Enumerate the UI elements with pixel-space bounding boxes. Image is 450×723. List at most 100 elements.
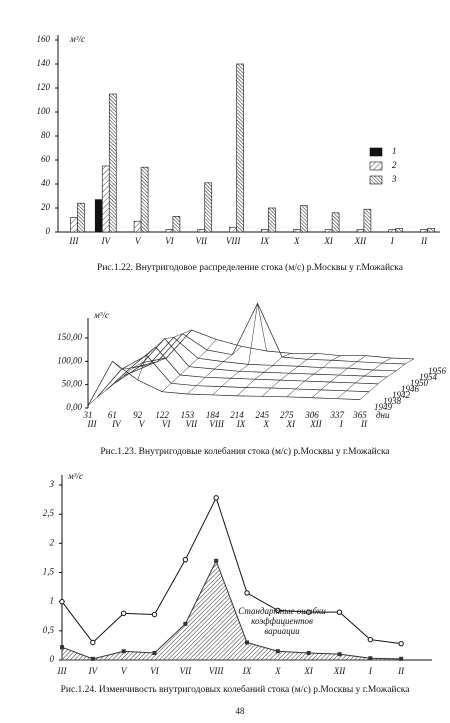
legend-swatch xyxy=(369,175,383,185)
x-tick-label: 31 xyxy=(83,410,93,420)
legend-label: 2 xyxy=(392,160,397,170)
bar xyxy=(165,229,174,233)
month-label: XII xyxy=(309,419,322,429)
x-tick-label: 153 xyxy=(181,410,195,420)
annotation: Стандартные ошибки xyxy=(238,606,326,616)
surface-cross xyxy=(337,357,392,399)
bar xyxy=(101,165,110,233)
legend-swatch xyxy=(369,161,383,171)
x-tick-label: X xyxy=(274,666,281,676)
surface-line xyxy=(114,338,388,384)
x-tick-label: 245 xyxy=(256,410,270,420)
bar xyxy=(356,229,365,233)
point xyxy=(245,640,249,645)
x-tick-label: VI xyxy=(150,666,159,676)
bar xyxy=(94,199,103,233)
month-label: IX xyxy=(236,419,246,429)
month-label: V xyxy=(139,419,146,429)
x-tick-label: IV xyxy=(88,666,99,676)
surface-line xyxy=(141,329,415,364)
x-tick-label: VI xyxy=(165,236,174,246)
surface-cross xyxy=(212,303,267,396)
legend-label: 3 xyxy=(391,174,397,184)
surface-cross xyxy=(262,353,317,397)
x-tick-label: XII xyxy=(354,236,367,246)
y-tick-label: 3 xyxy=(49,479,55,489)
y-tick-label: 0,00 xyxy=(66,402,82,412)
y-tick-label: 140 xyxy=(37,58,51,68)
point xyxy=(120,610,127,617)
bar xyxy=(331,212,340,233)
surface-cross xyxy=(87,362,143,406)
x-unit: дни xyxy=(376,410,390,420)
bar xyxy=(133,220,142,233)
surface-cross xyxy=(137,329,192,381)
y-tick-label: 1 xyxy=(50,596,55,606)
legend-swatch xyxy=(369,147,383,157)
line xyxy=(61,496,402,645)
bar xyxy=(261,229,269,233)
x-tick-label: X xyxy=(293,236,300,246)
bar xyxy=(388,229,397,233)
x-tick-label: VII xyxy=(196,236,208,246)
year-label: 1954 xyxy=(419,372,438,382)
surface-line xyxy=(105,346,379,391)
surface-cross xyxy=(311,355,367,398)
bar xyxy=(268,207,276,233)
point xyxy=(305,609,312,615)
caption: Рис.1.23. Внутригодовые колебания стока … xyxy=(100,446,390,457)
bar xyxy=(420,229,428,233)
x-tick-label: 122 xyxy=(155,410,169,420)
y-tick-label: 2,5 xyxy=(43,508,55,518)
surface-cross xyxy=(286,355,341,397)
bar xyxy=(363,208,372,233)
surface-cross xyxy=(161,339,217,392)
month-label: II xyxy=(360,419,368,429)
surface-cross xyxy=(359,358,415,400)
point xyxy=(183,621,188,626)
month-label: VI xyxy=(162,419,171,429)
bar xyxy=(70,217,78,233)
x-tick-label: XII xyxy=(333,666,346,676)
bar xyxy=(172,216,181,233)
x-tick-label: III xyxy=(57,666,68,676)
y-label: м³/с xyxy=(67,471,83,481)
point xyxy=(398,640,404,647)
x-tick-label: I xyxy=(368,666,373,676)
bar xyxy=(140,166,149,233)
y-tick-label: 2 xyxy=(50,537,55,547)
caption: Рис.1.22. Внутригодовое распределение ст… xyxy=(97,262,404,273)
surface-line xyxy=(87,360,361,406)
y-tick-label: 120 xyxy=(37,82,51,92)
x-tick-label: 275 xyxy=(280,410,294,420)
bar xyxy=(292,229,301,233)
y-tick-label: 0,5 xyxy=(43,625,55,635)
x-tick-label: 214 xyxy=(230,410,244,420)
month-label: III xyxy=(87,419,98,429)
bar xyxy=(197,229,206,233)
bar xyxy=(299,205,308,233)
x-tick-label: IX xyxy=(260,236,270,246)
point xyxy=(151,611,158,618)
x-tick-label: V xyxy=(135,236,142,246)
x-tick-label: III xyxy=(68,236,79,246)
x-tick-label: II xyxy=(420,236,428,246)
y-tick-label: 150,00 xyxy=(57,332,82,342)
bar xyxy=(236,63,244,233)
x-tick-label: 184 xyxy=(206,410,220,420)
surface-line xyxy=(132,302,406,369)
point xyxy=(244,590,250,596)
point xyxy=(90,639,96,646)
surface-cross xyxy=(187,346,242,395)
surface-cross xyxy=(236,353,292,397)
surface-line xyxy=(123,336,397,376)
page-number: 48 xyxy=(236,706,246,716)
year-label: 1942 xyxy=(392,390,411,400)
point xyxy=(214,558,219,563)
month-label: XI xyxy=(285,419,295,429)
bar xyxy=(229,226,237,233)
x-tick-label: 337 xyxy=(329,410,344,420)
bar xyxy=(324,229,333,233)
caption: Рис.1.24. Изменчивость внутригодовых кол… xyxy=(61,684,411,695)
year-label: 1938 xyxy=(383,396,402,406)
